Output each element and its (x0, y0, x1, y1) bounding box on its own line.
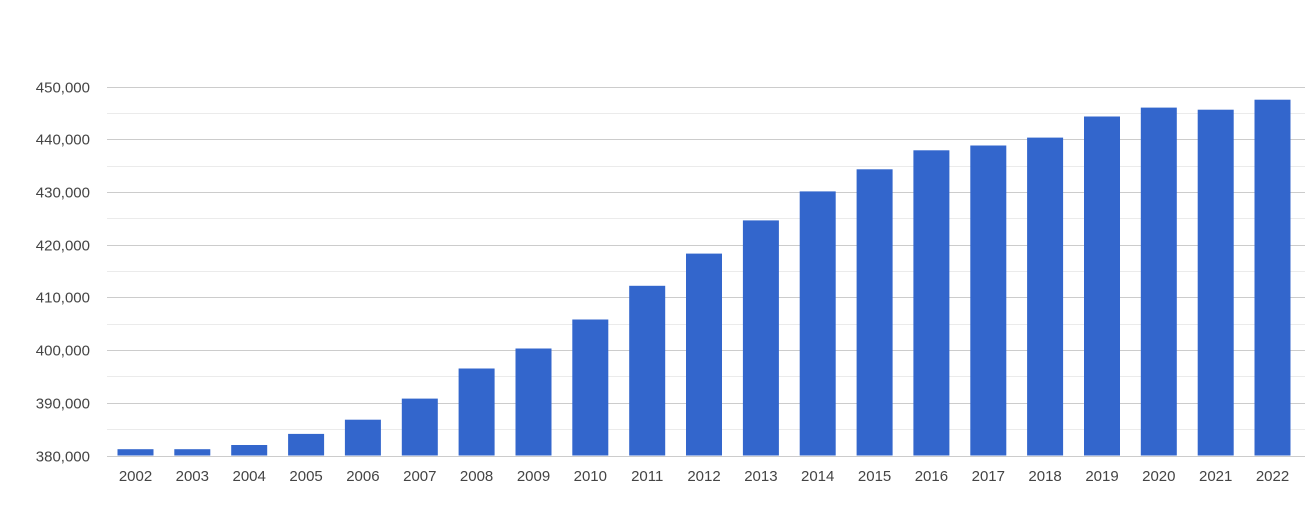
y-tick-label: 440,000 (36, 132, 90, 149)
bar-2022 (1254, 99, 1291, 456)
y-tick-label: 380,000 (36, 449, 90, 466)
x-tick-label: 2013 (744, 468, 777, 485)
x-tick-label: 2022 (1256, 468, 1289, 485)
y-tick-label: 430,000 (36, 185, 90, 202)
bar-2003 (174, 449, 211, 456)
x-tick-label: 2017 (972, 468, 1005, 485)
bar-2021 (1197, 109, 1234, 456)
x-tick-label: 2009 (517, 468, 550, 485)
bar-2014 (799, 191, 836, 456)
bar-2020 (1140, 107, 1177, 456)
y-tick-label: 390,000 (36, 396, 90, 413)
x-tick-label: 2018 (1028, 468, 1061, 485)
x-tick-label: 2014 (801, 468, 834, 485)
bar-2007 (401, 398, 438, 456)
bar-2012 (686, 253, 722, 456)
x-tick-label: 2007 (403, 468, 436, 485)
x-tick-label: 2011 (631, 468, 663, 485)
bars (117, 99, 1291, 456)
bar-2019 (1084, 116, 1120, 456)
bar-2010 (572, 319, 609, 456)
x-tick-label: 2003 (176, 468, 209, 485)
bar-2013 (742, 220, 779, 456)
y-tick-label: 410,000 (36, 290, 90, 307)
bar-2006 (344, 419, 381, 456)
x-tick-label: 2005 (289, 468, 322, 485)
x-tick-label: 2010 (574, 468, 607, 485)
x-tick-label: 2012 (687, 468, 720, 485)
x-axis-tick-labels: 2002 2003 2004 2005 2006 2007 2008 2009 2010 2011… (119, 468, 1289, 485)
x-tick-label: 2006 (346, 468, 379, 485)
y-axis-tick-labels: 380,000 390,000 400,000 410,000 420,000 430,0… (36, 80, 90, 466)
bar-2011 (629, 285, 666, 456)
bar-2016 (913, 150, 950, 456)
y-tick-label: 400,000 (36, 343, 90, 360)
bar-2015 (856, 169, 893, 456)
y-tick-label: 450,000 (36, 80, 90, 97)
x-tick-label: 2016 (915, 468, 948, 485)
bar-2004 (231, 445, 268, 456)
bar-2005 (288, 433, 325, 456)
x-tick-label: 2002 (119, 468, 152, 485)
bar-2008 (458, 368, 495, 456)
x-tick-label: 2020 (1142, 468, 1175, 485)
bar-2002 (117, 449, 154, 456)
bar-2017 (970, 145, 1007, 456)
bar-2009 (515, 348, 552, 456)
y-tick-label: 420,000 (36, 238, 90, 255)
x-tick-label: 2021 (1199, 468, 1232, 485)
x-tick-label: 2015 (858, 468, 891, 485)
x-tick-label: 2008 (460, 468, 493, 485)
bar-2018 (1027, 137, 1064, 456)
x-tick-label: 2019 (1085, 468, 1118, 485)
x-tick-label: 2004 (233, 468, 266, 485)
